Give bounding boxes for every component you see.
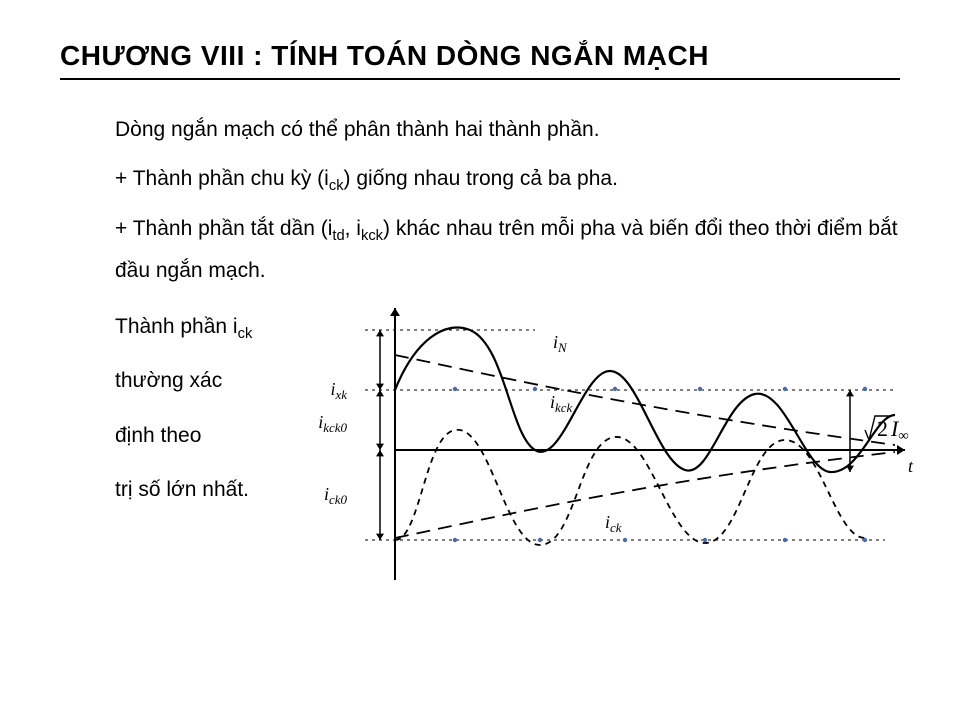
svg-text:2I∞: 2I∞ (877, 416, 909, 444)
para-2: + Thành phần chu kỳ (ick) giống nhau tro… (115, 159, 900, 201)
page-title: CHƯƠNG VIII : TÍNH TOÁN DÒNG NGẮN MẠCH (60, 40, 900, 72)
svg-text:ikck0: ikck0 (318, 412, 347, 435)
side-text: Thành phần ick thường xác định theo trị … (115, 300, 295, 518)
svg-text:ikck: ikck (550, 392, 573, 415)
svg-text:iN: iN (553, 332, 568, 355)
body-text: Dòng ngắn mạch có thể phân thành hai thà… (60, 110, 900, 590)
shortcircuit-chart: iN ixk ikck ikck0 ick ick0 t 2I∞ (295, 300, 935, 590)
svg-text:t: t (908, 456, 914, 476)
svg-text:ick0: ick0 (324, 484, 348, 507)
svg-text:ixk: ixk (330, 379, 347, 402)
title-rule (60, 78, 900, 80)
para-3: + Thành phần tắt dần (itd, ikck) khác nh… (115, 209, 900, 292)
para-1: Dòng ngắn mạch có thể phân thành hai thà… (115, 110, 900, 151)
svg-text:ick: ick (605, 512, 622, 535)
